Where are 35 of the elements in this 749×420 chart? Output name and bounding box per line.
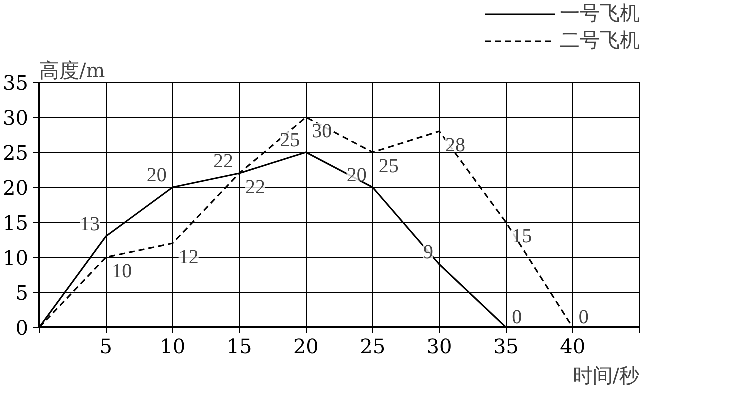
x-tick-label: 10 [160,334,186,358]
x-tick-label: 5 [100,334,113,358]
data-label: 10 [112,260,132,282]
data-label: 22 [246,176,266,198]
data-label: 25 [280,130,300,152]
y-tick-label: 20 [3,176,29,200]
x-tick-label: 40 [560,334,586,358]
data-label: 20 [346,164,367,186]
data-label: 22 [214,150,234,172]
y-tick-label: 30 [3,106,29,130]
data-label: 0 [512,306,522,328]
y-tick-label: 15 [3,211,29,235]
data-label: 25 [378,156,399,178]
data-label: 0 [578,306,589,328]
x-tick-label: 20 [293,334,319,358]
data-label: 13 [80,214,100,236]
x-axis-title: 时间/秒 [572,364,640,388]
data-label: 15 [512,226,532,248]
x-tick-label: 30 [426,334,452,358]
legend-label: 二号飞机 [560,27,640,54]
data-label: 12 [178,246,199,268]
y-tick-label: 25 [3,141,29,165]
y-tick-label: 10 [3,246,29,270]
legend-label: 一号飞机 [560,0,640,27]
y-axis-title: 高度/m [40,58,106,82]
x-tick-label: 15 [226,334,252,358]
x-tick-label: 35 [493,334,519,358]
data-label: 20 [146,164,167,186]
data-label: 28 [446,134,466,156]
y-tick-label: 0 [16,316,29,340]
data-label: 30 [312,120,332,142]
data-label: 9 [424,242,434,264]
x-tick-label: 25 [360,334,386,358]
y-tick-label: 5 [16,281,29,305]
y-tick-label: 35 [3,71,29,95]
